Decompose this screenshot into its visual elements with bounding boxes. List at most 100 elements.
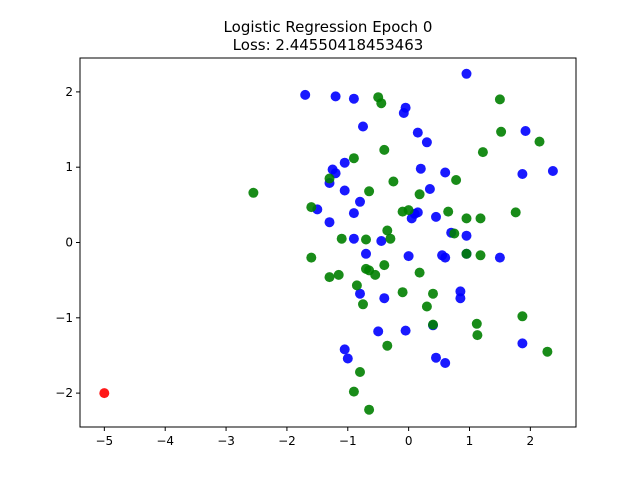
data-point <box>361 234 371 245</box>
x-tick-label: −3 <box>217 434 235 448</box>
data-point <box>424 184 435 194</box>
data-point <box>461 230 472 241</box>
data-point <box>348 233 359 244</box>
data-point <box>324 217 335 228</box>
data-point <box>306 252 317 263</box>
data-point <box>355 288 365 299</box>
data-point <box>370 269 381 280</box>
data-point <box>440 167 451 178</box>
data-point <box>494 252 505 263</box>
data-point <box>355 367 365 377</box>
data-point <box>364 186 375 197</box>
data-point <box>406 213 417 224</box>
data-point <box>547 166 558 176</box>
data-point <box>300 89 311 100</box>
data-point <box>403 205 414 216</box>
data-point <box>398 108 409 118</box>
data-point <box>496 126 507 137</box>
data-point <box>510 207 521 218</box>
data-point <box>440 358 451 368</box>
x-tick-label: 0 <box>405 434 413 448</box>
data-point <box>99 388 110 399</box>
data-point <box>421 137 432 148</box>
data-point <box>306 202 317 213</box>
data-point <box>400 325 411 336</box>
data-point <box>403 251 414 262</box>
data-point <box>348 208 359 219</box>
data-point <box>358 121 368 132</box>
data-point <box>376 98 387 109</box>
data-point <box>412 127 423 138</box>
data-point <box>348 153 359 164</box>
data-point <box>339 157 350 168</box>
plot-area <box>99 68 558 415</box>
data-point <box>339 185 350 196</box>
data-point <box>461 68 472 79</box>
data-point <box>376 236 387 246</box>
data-point <box>431 352 441 363</box>
data-point <box>364 404 375 415</box>
data-point <box>379 260 390 271</box>
data-point <box>428 288 438 299</box>
data-point <box>358 299 368 310</box>
data-point <box>542 346 553 357</box>
data-point <box>494 94 505 105</box>
data-point <box>421 301 432 312</box>
y-tick-label: 2 <box>65 85 73 99</box>
x-tick-label: −5 <box>95 434 113 448</box>
data-point <box>379 293 390 304</box>
data-point <box>517 169 528 179</box>
data-point <box>324 173 335 184</box>
data-point <box>534 136 545 147</box>
data-point <box>520 126 531 136</box>
axes: −5 −4 −3 −2 −1 0 1 2 −2 −1 0 1 2 <box>55 85 534 448</box>
x-tick-label: −4 <box>156 434 174 448</box>
data-point <box>475 213 486 224</box>
data-point <box>461 248 472 259</box>
data-point <box>472 330 483 341</box>
data-point <box>361 248 371 259</box>
x-tick-label: 2 <box>527 434 535 448</box>
data-point <box>330 91 341 102</box>
data-point <box>451 175 462 185</box>
data-point <box>517 338 528 349</box>
data-point <box>373 326 384 337</box>
data-point <box>351 280 362 291</box>
data-point <box>348 93 359 104</box>
data-point <box>248 187 259 198</box>
data-point <box>348 386 359 397</box>
x-tick-label: 1 <box>466 434 474 448</box>
y-tick-label: 0 <box>65 236 73 250</box>
data-point <box>431 211 441 222</box>
data-point <box>339 344 350 355</box>
data-point <box>324 272 335 283</box>
data-point <box>385 233 396 244</box>
y-tick-label: −1 <box>55 311 73 325</box>
data-point <box>415 163 426 174</box>
chart-subtitle: Loss: 2.44550418453463 <box>233 36 424 54</box>
data-point <box>461 213 472 224</box>
data-point <box>443 206 454 217</box>
data-point <box>414 267 425 278</box>
data-point <box>333 269 344 280</box>
data-point <box>517 311 528 322</box>
data-point <box>379 144 390 155</box>
x-tick-label: −2 <box>278 434 296 448</box>
data-point <box>382 340 393 351</box>
data-point <box>455 293 466 304</box>
data-point <box>355 196 365 207</box>
data-point <box>336 233 347 244</box>
data-point <box>440 252 451 263</box>
data-point <box>428 319 438 330</box>
chart-title: Logistic Regression Epoch 0 <box>224 18 433 36</box>
data-point <box>475 250 486 261</box>
x-tick-label: −1 <box>339 434 357 448</box>
y-tick-label: −2 <box>55 386 73 400</box>
data-point <box>449 228 460 239</box>
data-point <box>471 318 482 329</box>
data-point <box>414 189 425 200</box>
data-point <box>388 176 399 187</box>
data-point <box>477 147 488 158</box>
